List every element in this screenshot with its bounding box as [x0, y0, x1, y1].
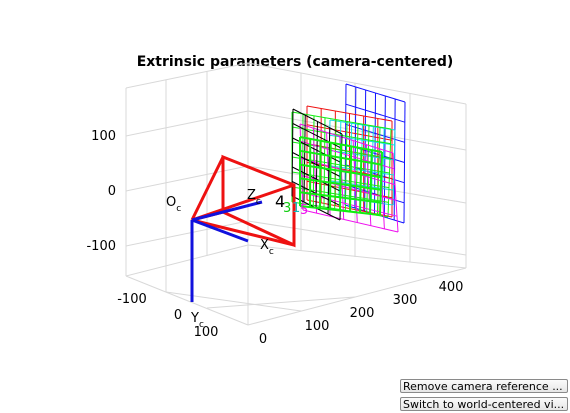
- x-tick-label: -100: [117, 292, 147, 307]
- calibration-grids: [291, 83, 406, 233]
- camera-z-label: Zc: [247, 188, 261, 207]
- depth-tick-label: 100: [305, 319, 330, 334]
- depth-tick-labels: 0 100 200 300 400: [259, 280, 464, 347]
- view-index-label: 1: [292, 201, 300, 216]
- remove-camera-reference-button[interactable]: Remove camera reference ...: [400, 379, 568, 393]
- x-tick-label: 100: [194, 325, 219, 340]
- z-tick-label: -100: [86, 239, 116, 254]
- calibration-grid: [299, 136, 383, 216]
- z-tick-labels: 100 0 -100: [86, 129, 116, 254]
- camera-z-axis: [191, 200, 263, 222]
- depth-tick-label: 300: [393, 293, 418, 308]
- figure-title: Extrinsic parameters (camera-centered): [137, 54, 454, 70]
- camera-y-label: Yc: [190, 311, 204, 330]
- x-tick-label: 0: [174, 308, 182, 323]
- depth-tick-label: 0: [259, 332, 267, 347]
- z-tick-label: 0: [108, 184, 116, 199]
- camera-x-label: Xc: [260, 238, 274, 257]
- view-index-label: 5: [300, 203, 308, 218]
- axes-grid: [125, 62, 467, 326]
- view-index-label: 4: [275, 192, 285, 211]
- camera-origin-label: Oc: [166, 195, 181, 214]
- depth-tick-label: 400: [439, 280, 464, 295]
- view-index-label: 3: [283, 201, 291, 216]
- x-tick-labels: -100 0 100: [117, 292, 218, 340]
- z-tick-label: 100: [91, 129, 116, 144]
- depth-tick-label: 200: [350, 306, 375, 321]
- camera-axes: [190, 200, 263, 302]
- camera-x-axis: [191, 218, 249, 243]
- switch-world-centered-button[interactable]: Switch to world-centered vi...: [400, 397, 568, 411]
